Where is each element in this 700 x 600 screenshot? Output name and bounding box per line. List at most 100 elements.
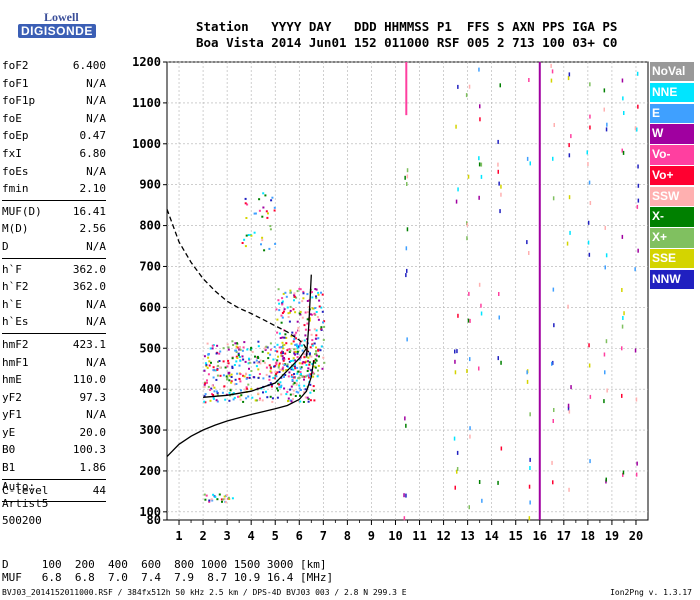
echo-point (567, 76, 570, 81)
echo-point (282, 366, 285, 369)
param-row-yf2: yF2 97.3 (2, 389, 106, 407)
echo-point (242, 400, 245, 403)
echo-point (310, 355, 313, 358)
echo-point (622, 316, 624, 320)
x-tick-label: 17 (557, 529, 571, 543)
echo-point (623, 111, 625, 115)
echo-point (203, 369, 206, 372)
param-label: h`Es (2, 315, 29, 329)
echo-point (288, 371, 291, 374)
echo-point (292, 376, 295, 379)
echo-point (314, 337, 317, 340)
y-tick-label: 1200 (132, 55, 161, 69)
echo-point (293, 295, 296, 298)
echo-point (278, 371, 281, 373)
echo-point (232, 344, 235, 346)
echo-point (550, 78, 553, 83)
echo-point (308, 373, 311, 376)
echo-point (636, 204, 639, 209)
echo-point (216, 374, 219, 377)
echo-point (278, 368, 281, 371)
echo-point (216, 344, 219, 347)
echo-point (465, 93, 468, 98)
echo-point (212, 493, 215, 496)
echo-point (293, 376, 296, 379)
echo-point (304, 396, 307, 399)
echo-point (283, 336, 286, 339)
echo-point (622, 472, 624, 477)
echo-point (320, 328, 323, 331)
echo-point (227, 348, 230, 351)
echo-point (297, 346, 300, 348)
echo-point (552, 156, 554, 161)
echo-point (301, 349, 304, 352)
echo-point (529, 500, 531, 505)
echo-point (213, 390, 216, 393)
echo-point (210, 387, 213, 390)
echo-point (206, 342, 209, 345)
echo-point (305, 375, 307, 378)
echo-point (457, 187, 459, 192)
echo-point (322, 356, 325, 359)
echo-point (285, 336, 288, 339)
echo-point (206, 366, 209, 369)
echo-point (290, 335, 293, 338)
echo-point (216, 368, 219, 371)
echo-point (567, 403, 570, 408)
echo-point (300, 344, 303, 347)
echo-point (301, 339, 303, 342)
logo-lowell-text: Lowell (44, 10, 79, 24)
echo-point (478, 195, 480, 200)
echo-point (212, 366, 215, 369)
echo-point (242, 346, 245, 349)
echo-point (226, 494, 229, 496)
echo-point (586, 150, 588, 155)
echo-point (282, 359, 285, 362)
echo-point (480, 303, 482, 308)
echo-point (227, 346, 230, 349)
echo-point (315, 350, 317, 353)
echo-point (257, 392, 260, 395)
echo-point (281, 341, 284, 344)
echo-point (479, 104, 481, 109)
echo-point (236, 346, 239, 349)
digisonde-logo: Lowell DIGISONDE (4, 10, 104, 44)
echo-point (298, 400, 301, 403)
echo-point (205, 365, 208, 368)
echo-point (281, 300, 284, 303)
echo-point (283, 376, 285, 378)
echo-point (294, 395, 297, 397)
echo-point (222, 347, 225, 350)
param-value: N/A (86, 164, 106, 178)
echo-point (295, 379, 298, 382)
echo-point (313, 399, 316, 402)
echo-point (311, 343, 314, 346)
echo-point (215, 378, 218, 381)
echo-point (230, 381, 233, 384)
echo-point (634, 267, 636, 272)
echo-point (261, 236, 264, 239)
echo-point (310, 369, 313, 372)
echo-point (315, 334, 318, 337)
echo-point (289, 311, 291, 314)
echo-point (297, 377, 300, 380)
echo-point (568, 153, 571, 158)
echo-point (257, 357, 260, 359)
echo-point (292, 393, 295, 396)
echo-point (232, 398, 235, 401)
echo-point (235, 351, 238, 353)
echo-point (232, 392, 235, 395)
echo-point (203, 395, 206, 398)
echo-point (243, 238, 246, 241)
x-tick-label: 9 (368, 529, 375, 543)
echo-point (621, 393, 623, 398)
param-row-md: M(D) 2.56 (2, 220, 106, 238)
echo-point (231, 365, 234, 368)
param-row-clevel: C-level 44 (2, 482, 106, 500)
echo-point (276, 350, 279, 353)
y-tick-label: 1100 (132, 96, 161, 110)
echo-point (234, 378, 237, 381)
echo-point (309, 399, 312, 402)
x-tick-label: 12 (436, 529, 450, 543)
echo-point (294, 348, 297, 351)
